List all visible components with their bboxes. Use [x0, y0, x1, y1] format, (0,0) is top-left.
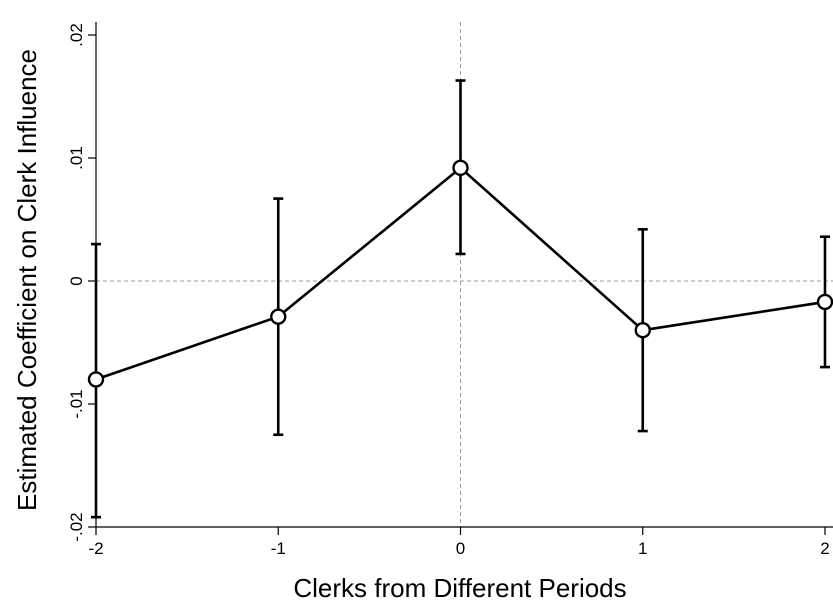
y-tick-label: .01 — [67, 146, 86, 170]
x-tick-label: 1 — [638, 539, 647, 558]
y-tick-label: -.01 — [67, 389, 86, 418]
markers — [87, 159, 833, 388]
data-point-marker — [816, 293, 833, 311]
data-point-marker — [270, 308, 287, 325]
x-tick-label: 2 — [820, 539, 829, 558]
y-axis-title: Estimated Coefficient on Clerk Influence — [12, 49, 42, 511]
x-tick-label: 0 — [456, 539, 465, 558]
data-point-marker — [87, 371, 105, 388]
y-tick-label: -.02 — [67, 512, 86, 541]
axes: -2 -1 0 1 2 -.02 -.01 0 .01 .02 — [67, 22, 833, 558]
x-tick-label: -1 — [271, 539, 286, 558]
data-point-marker — [452, 159, 469, 177]
x-tick-label: -2 — [88, 539, 103, 558]
y-tick-label: 0 — [67, 276, 86, 285]
y-tick-label: .02 — [67, 23, 86, 47]
x-axis-title: Clerks from Different Periods — [293, 573, 626, 603]
data-point-marker — [634, 322, 651, 339]
